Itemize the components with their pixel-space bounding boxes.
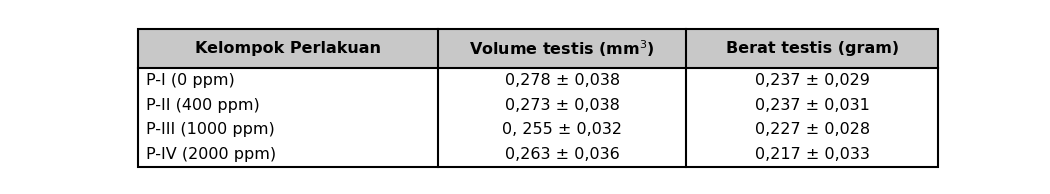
Text: Berat testis (gram): Berat testis (gram): [726, 41, 899, 56]
Text: P-II (400 ppm): P-II (400 ppm): [146, 98, 259, 113]
Text: 0,273 ± 0,038: 0,273 ± 0,038: [505, 98, 620, 113]
Text: 0,237 ± 0,029: 0,237 ± 0,029: [755, 73, 869, 88]
Text: 0,263 ± 0,036: 0,263 ± 0,036: [505, 147, 620, 162]
Text: P-IV (2000 ppm): P-IV (2000 ppm): [146, 147, 276, 162]
Bar: [138, 68, 939, 93]
Text: 0,217 ± 0,033: 0,217 ± 0,033: [755, 147, 869, 162]
Text: 0, 255 ± 0,032: 0, 255 ± 0,032: [502, 122, 623, 137]
Text: P-I (0 ppm): P-I (0 ppm): [146, 73, 234, 88]
Text: Volume testis (mm$^3$): Volume testis (mm$^3$): [469, 38, 655, 59]
Text: P-III (1000 ppm): P-III (1000 ppm): [146, 122, 275, 137]
Bar: [138, 118, 939, 142]
Bar: [138, 142, 939, 167]
Text: 0,227 ± 0,028: 0,227 ± 0,028: [755, 122, 870, 137]
Bar: [138, 29, 939, 68]
Text: 0,237 ± 0,031: 0,237 ± 0,031: [755, 98, 869, 113]
Bar: [138, 93, 939, 118]
Text: Kelompok Perlakuan: Kelompok Perlakuan: [195, 41, 381, 56]
Text: 0,278 ± 0,038: 0,278 ± 0,038: [505, 73, 620, 88]
